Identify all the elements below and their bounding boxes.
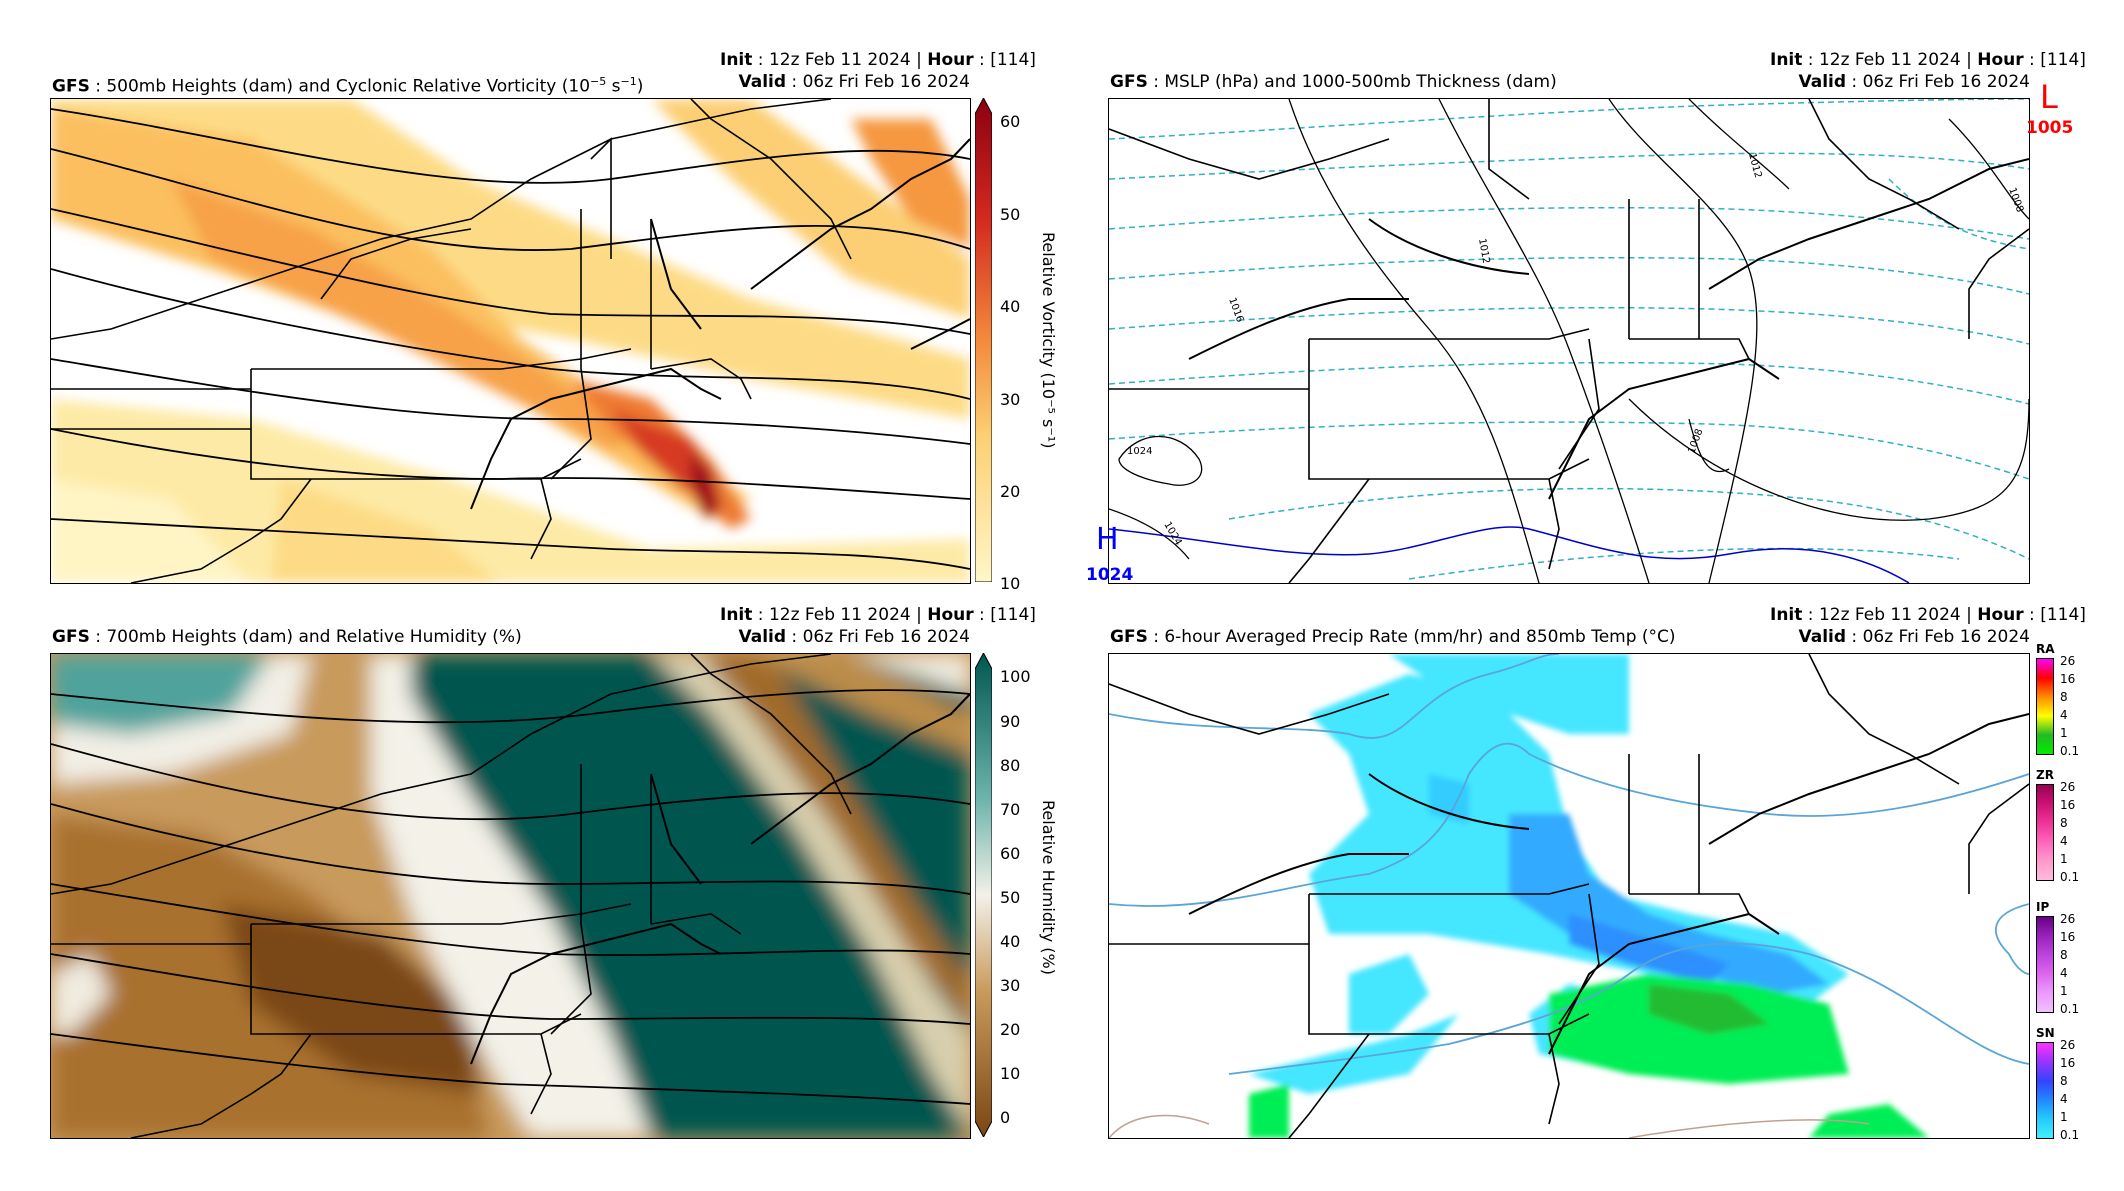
thickness-contours	[1109, 99, 2029, 580]
colorbar-label: Relative Humidity (%)	[1039, 800, 1058, 975]
precip-map	[1108, 653, 2030, 1139]
valid-label: Valid	[738, 72, 787, 92]
panel-title: GFS : 500mb Heights (dam) and Cyclonic R…	[52, 75, 644, 97]
cb-tick: 40	[1000, 297, 1021, 316]
svg-text:1012: 1012	[1476, 238, 1491, 265]
hour-value: [114]	[990, 50, 1036, 70]
ptype-code-sn: SN	[2036, 1026, 2055, 1040]
low-pressure-symbol: L	[2040, 78, 2058, 116]
freezing-line	[1109, 526, 1910, 583]
isotherms	[1109, 654, 2029, 1075]
high-pressure-symbol: H	[1096, 522, 1119, 557]
panel-title: GFS : 6-hour Averaged Precip Rate (mm/hr…	[1110, 627, 1676, 647]
ptype-code-zr: ZR	[2036, 768, 2054, 782]
svg-text:1024: 1024	[1161, 520, 1183, 548]
vorticity-shading	[51, 99, 970, 583]
panel-title: GFS : 700mb Heights (dam) and Relative H…	[52, 627, 522, 647]
coastline	[1188, 713, 2029, 1055]
cb-tick: 30	[1000, 390, 1021, 409]
ptype-bar-ra	[2036, 658, 2054, 755]
svg-text:1008: 1008	[2006, 186, 2025, 214]
vorticity-map	[50, 98, 971, 584]
ptype-code-ra: RA	[2036, 642, 2055, 656]
ptype-bar-ip	[2036, 916, 2054, 1013]
state-boundaries	[51, 99, 852, 583]
high-pressure-value: 1024	[1086, 565, 1134, 585]
ptype-code-ip: IP	[2036, 900, 2050, 914]
mslp-map: 1024 1024 1016 1012 1012 1008 1008	[1108, 98, 2030, 584]
state-boundaries	[1109, 99, 2029, 583]
warm-isotherm	[1109, 1114, 1870, 1138]
state-boundaries	[1109, 654, 2029, 1138]
cb-tick: 60	[1000, 112, 1021, 131]
panel-title: GFS : MSLP (hPa) and 1000-500mb Thicknes…	[1110, 72, 1557, 92]
coastline	[1188, 158, 2029, 500]
precip-shading	[1249, 654, 1929, 1138]
init-value: 12z Feb 11 2024	[768, 50, 911, 70]
vorticity-colorbar	[974, 96, 993, 583]
cb-tick: 20	[1000, 482, 1021, 501]
ptype-bar-sn	[2036, 1042, 2054, 1139]
valid-value: 06z Fri Feb 16 2024	[802, 72, 970, 92]
humidity-shading	[51, 654, 970, 1138]
colorbar-label: Relative Vorticity (10⁻⁵ s⁻¹)	[1039, 232, 1058, 449]
coastline	[470, 138, 970, 510]
svg-text:1012: 1012	[1746, 152, 1763, 179]
low-pressure-value: 1005	[2026, 118, 2074, 138]
humidity-map	[50, 653, 971, 1139]
humidity-colorbar	[974, 651, 993, 1139]
hour-label: Hour	[927, 50, 974, 70]
isobars	[1109, 99, 2029, 583]
svg-text:1008: 1008	[1686, 427, 1705, 455]
svg-text:1024: 1024	[1127, 446, 1152, 457]
cb-tick: 10	[1000, 574, 1021, 593]
state-boundaries	[51, 654, 852, 1138]
coastline	[470, 693, 970, 1065]
init-label: Init	[720, 50, 753, 70]
cb-tick: 50	[1000, 205, 1021, 224]
ptype-bar-zr	[2036, 784, 2054, 881]
svg-text:1016: 1016	[1226, 296, 1245, 324]
